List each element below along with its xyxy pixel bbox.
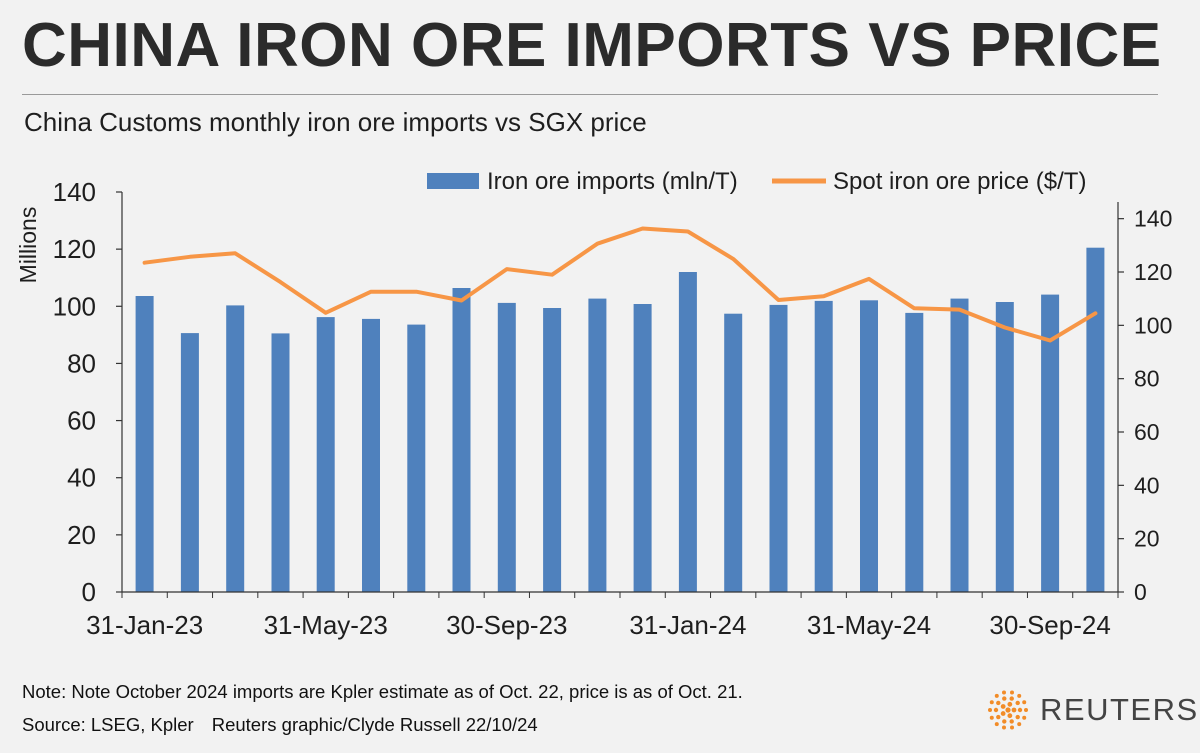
left-tick-label: 20	[67, 520, 96, 550]
logo-dot	[1002, 719, 1007, 724]
import-bar-nov-23	[588, 298, 607, 592]
chart-title: CHINA IRON ORE IMPORTS VS PRICE	[22, 11, 1162, 80]
import-bar-dec-23	[633, 304, 652, 592]
footnote: Note: Note October 2024 imports are Kple…	[22, 681, 743, 702]
title-divider	[22, 94, 1158, 95]
logo-dot	[1010, 725, 1015, 730]
x-tick-label: 30-Sep-24	[989, 610, 1110, 640]
logo-dot	[996, 714, 1001, 720]
left-tick-label: 80	[67, 348, 96, 378]
import-bar-oct-23	[543, 308, 562, 592]
x-tick-label: 31-Jan-24	[629, 610, 746, 640]
logo-dot	[1017, 722, 1022, 727]
import-bar-aug-23	[452, 288, 471, 592]
axes: 0 20 40 60 80 100 120 140 Millions 0 20 40 60 80 100 12…	[15, 177, 1172, 640]
logo-dot	[989, 715, 994, 720]
import-bar-apr-23	[271, 333, 290, 592]
right-tick-label: 100	[1134, 312, 1172, 338]
import-bar-may-23	[316, 317, 335, 592]
logo-dot	[1022, 700, 1027, 705]
left-axis-label: Millions	[15, 207, 41, 284]
left-tick-label: 120	[53, 234, 96, 264]
left-tick-label: 100	[53, 291, 96, 321]
logo-dot	[1015, 700, 1020, 706]
import-bar-jan-23	[135, 296, 154, 592]
logo-dot	[1017, 707, 1023, 713]
right-tick-label: 80	[1134, 366, 1160, 392]
logo-dot	[996, 700, 1001, 706]
right-tick-label: 140	[1134, 206, 1172, 232]
price-line	[142, 226, 1098, 343]
x-tick-label: 31-Jan-23	[86, 610, 203, 640]
source-text: Source: LSEG, Kpler	[22, 714, 194, 735]
logo-dot	[989, 700, 994, 705]
logo-dot	[1007, 701, 1013, 707]
logo-dot	[994, 722, 999, 727]
logo-dot	[1002, 696, 1007, 701]
import-bar-may-24	[860, 300, 878, 592]
left-tick-label: 40	[67, 463, 96, 493]
import-bar-mar-23	[226, 305, 245, 592]
logo-dot	[1010, 690, 1015, 695]
x-tick-label: 31-May-23	[264, 610, 388, 640]
logo-dot	[1000, 711, 1006, 716]
logo-dot	[994, 693, 999, 698]
x-tick-label: 30-Sep-23	[446, 610, 567, 640]
import-bar-jul-24	[950, 298, 969, 592]
logo-dot	[1000, 704, 1006, 709]
line-series	[142, 226, 1098, 343]
x-tick-label: 31-May-24	[807, 610, 931, 640]
import-bar-sep-24	[1041, 294, 1060, 592]
logo-dot	[1001, 725, 1006, 730]
logo-dot	[1007, 713, 1013, 719]
logo-dot	[1024, 708, 1028, 712]
bar-series	[135, 247, 1105, 592]
source-line: Source: LSEG, Kpler Reuters graphic/Clyde…	[22, 714, 538, 736]
logo-dot	[1001, 690, 1006, 695]
combo-chart: 0 20 40 60 80 100 120 140 Millions 0 20 40 60 80 100 12…	[15, 168, 1172, 640]
import-bar-jan-24	[678, 272, 697, 592]
logo-dot	[1009, 696, 1014, 701]
right-tick-label: 120	[1134, 259, 1172, 285]
right-tick-label: 40	[1134, 472, 1160, 498]
import-bar-sep-23	[497, 302, 516, 592]
logo-dot	[988, 708, 992, 712]
brand-name: REUTERS	[1040, 692, 1199, 727]
legend-swatch-imports	[427, 173, 479, 189]
legend-label-imports: Iron ore imports (mln/T)	[487, 168, 738, 195]
logo-dot	[1015, 714, 1020, 720]
logo-dot	[1005, 707, 1011, 713]
import-bar-feb-24	[724, 313, 743, 592]
right-tick-label: 20	[1134, 526, 1160, 552]
import-bar-feb-23	[180, 333, 199, 592]
import-bar-oct-24	[1086, 247, 1105, 592]
left-tick-label: 0	[82, 577, 96, 607]
logo-dot	[1011, 707, 1017, 713]
logo-dot	[1017, 693, 1022, 698]
reuters-logo-icon	[988, 690, 1028, 730]
chart-subtitle: China Customs monthly iron ore imports v…	[24, 107, 647, 137]
left-tick-label: 60	[67, 406, 96, 436]
left-tick-label: 140	[53, 177, 96, 207]
right-tick-label: 60	[1134, 419, 1160, 445]
credit-text: Reuters graphic/Clyde Russell 22/10/24	[211, 714, 538, 735]
logo-dot	[1022, 715, 1027, 720]
import-bar-mar-24	[769, 304, 788, 592]
import-bar-jun-24	[905, 312, 924, 592]
legend-label-price: Spot iron ore price ($/T)	[833, 168, 1086, 195]
import-bar-jul-23	[407, 324, 426, 592]
right-tick-label: 0	[1134, 579, 1147, 605]
logo-dot	[993, 707, 999, 713]
legend: Iron ore imports (mln/T) Spot iron ore pr…	[427, 168, 1086, 195]
import-bar-apr-24	[814, 300, 833, 592]
import-bar-jun-23	[362, 318, 380, 592]
reuters-brand: REUTERS	[984, 686, 1199, 734]
logo-dot	[1009, 719, 1014, 724]
import-bar-aug-24	[995, 302, 1014, 592]
